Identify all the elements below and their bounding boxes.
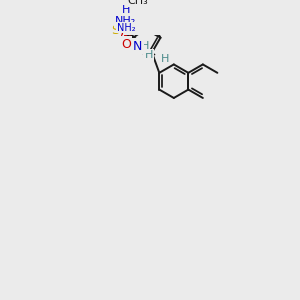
Text: S: S — [112, 24, 120, 37]
Text: CH₃: CH₃ — [127, 0, 148, 6]
Text: O: O — [113, 27, 123, 40]
Text: O: O — [121, 38, 131, 51]
Text: NH₂: NH₂ — [117, 23, 135, 33]
Text: N: N — [133, 40, 142, 53]
Text: H: H — [161, 54, 169, 64]
Text: H
NH₂: H NH₂ — [115, 5, 136, 26]
Text: H: H — [145, 50, 153, 60]
Text: H: H — [141, 41, 149, 51]
